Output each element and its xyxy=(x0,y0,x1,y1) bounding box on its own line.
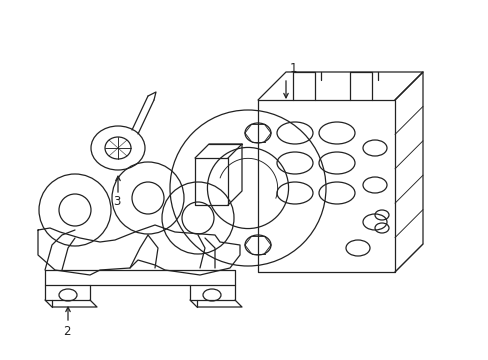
Text: 2: 2 xyxy=(63,325,70,338)
Text: 3: 3 xyxy=(113,195,120,208)
Text: 1: 1 xyxy=(289,62,297,75)
